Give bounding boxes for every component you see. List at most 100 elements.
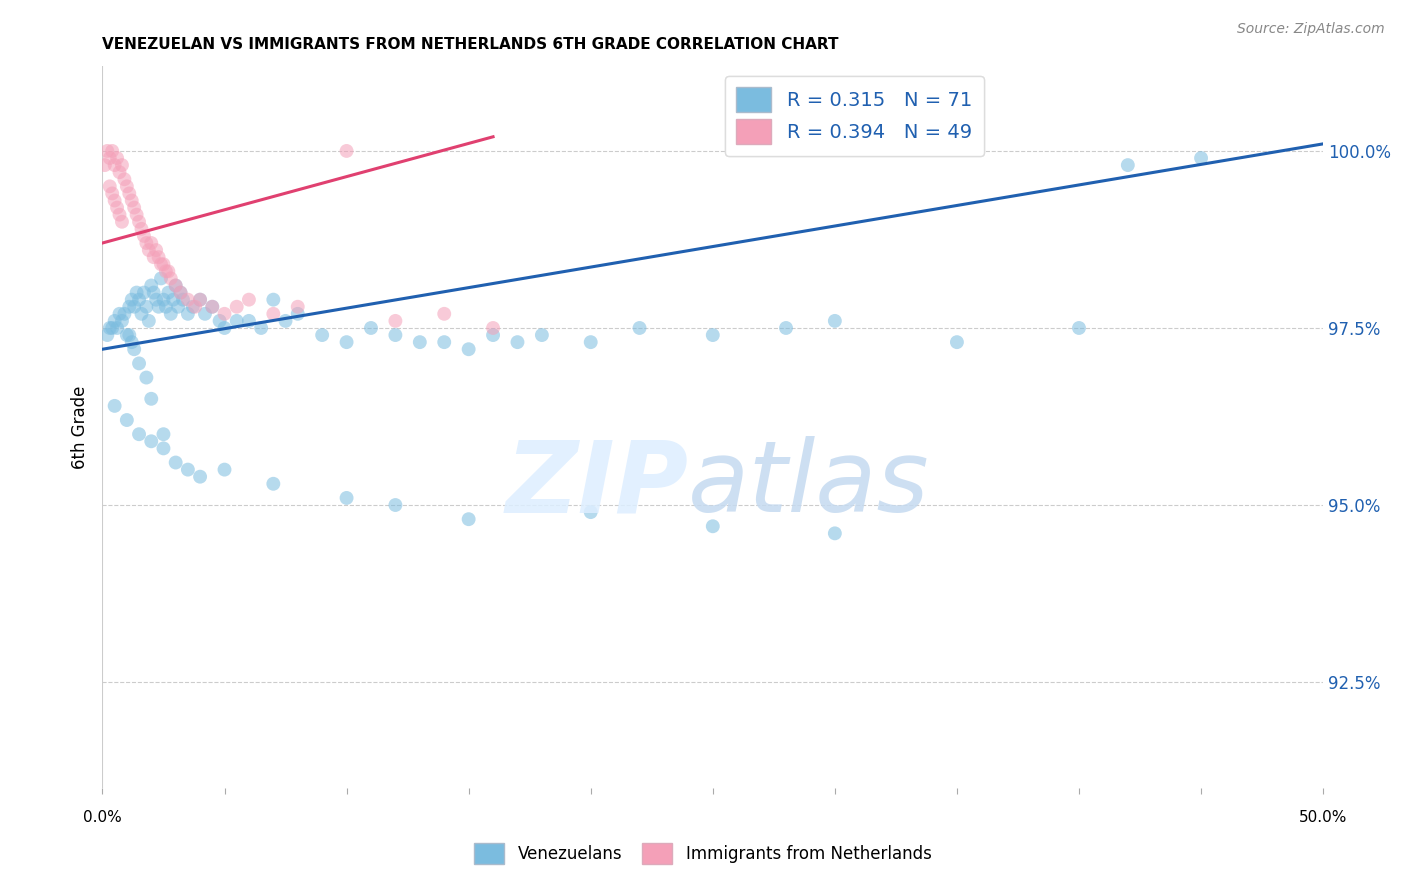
Point — [214, 462, 236, 476]
Point — [121, 293, 143, 307]
Point — [145, 293, 167, 307]
Legend: R = 0.315   N = 71, R = 0.394   N = 49: R = 0.315 N = 71, R = 0.394 N = 49 — [724, 76, 984, 156]
Point — [360, 321, 382, 335]
Point — [194, 307, 217, 321]
Point — [159, 307, 181, 321]
Point — [628, 321, 651, 335]
Point — [287, 307, 309, 321]
Point — [1067, 321, 1090, 335]
Point — [150, 271, 173, 285]
Point — [177, 293, 200, 307]
Point — [287, 300, 309, 314]
Point — [115, 328, 138, 343]
Point — [152, 293, 174, 307]
Point — [384, 328, 406, 343]
Point — [98, 151, 121, 165]
Point — [132, 285, 155, 300]
Point — [433, 335, 456, 350]
Point — [131, 222, 153, 236]
Point — [201, 300, 224, 314]
Point — [482, 321, 505, 335]
Point — [152, 257, 174, 271]
Point — [1116, 158, 1139, 172]
Point — [104, 399, 127, 413]
Point — [98, 321, 121, 335]
Point — [262, 307, 284, 321]
Point — [169, 285, 191, 300]
Point — [96, 144, 118, 158]
Point — [112, 172, 135, 186]
Point — [104, 194, 127, 208]
Point — [506, 335, 529, 350]
Point — [165, 278, 187, 293]
Point — [142, 285, 165, 300]
Point — [132, 228, 155, 243]
Point — [115, 179, 138, 194]
Point — [101, 321, 124, 335]
Point — [165, 278, 187, 293]
Point — [111, 215, 134, 229]
Point — [824, 314, 846, 328]
Point — [112, 307, 135, 321]
Text: 50.0%: 50.0% — [1299, 810, 1347, 824]
Point — [105, 321, 128, 335]
Point — [165, 456, 187, 470]
Point — [167, 300, 190, 314]
Point — [118, 186, 141, 201]
Point — [157, 285, 180, 300]
Point — [335, 491, 357, 505]
Point — [1189, 151, 1212, 165]
Point — [101, 186, 124, 201]
Point — [579, 335, 602, 350]
Text: VENEZUELAN VS IMMIGRANTS FROM NETHERLANDS 6TH GRADE CORRELATION CHART: VENEZUELAN VS IMMIGRANTS FROM NETHERLAND… — [103, 37, 839, 53]
Point — [172, 293, 194, 307]
Point — [188, 293, 211, 307]
Point — [188, 293, 211, 307]
Point — [138, 243, 160, 257]
Point — [177, 462, 200, 476]
Point — [579, 505, 602, 519]
Point — [122, 300, 145, 314]
Point — [188, 469, 211, 483]
Point — [128, 356, 150, 370]
Point — [108, 165, 131, 179]
Point — [122, 343, 145, 357]
Point — [141, 235, 163, 250]
Point — [111, 314, 134, 328]
Point — [155, 264, 177, 278]
Point — [457, 343, 479, 357]
Point — [214, 321, 236, 335]
Text: 0.0%: 0.0% — [83, 810, 122, 824]
Point — [433, 307, 456, 321]
Point — [131, 307, 153, 321]
Point — [135, 300, 157, 314]
Point — [148, 250, 170, 264]
Text: Source: ZipAtlas.com: Source: ZipAtlas.com — [1237, 22, 1385, 37]
Point — [169, 285, 191, 300]
Point — [159, 271, 181, 285]
Point — [384, 498, 406, 512]
Point — [101, 144, 124, 158]
Point — [208, 314, 231, 328]
Point — [148, 300, 170, 314]
Point — [104, 314, 127, 328]
Point — [184, 300, 207, 314]
Point — [94, 158, 117, 172]
Point — [122, 201, 145, 215]
Point — [702, 519, 724, 533]
Text: atlas: atlas — [689, 436, 929, 533]
Point — [177, 307, 200, 321]
Legend: Venezuelans, Immigrants from Netherlands: Venezuelans, Immigrants from Netherlands — [468, 837, 938, 871]
Point — [262, 293, 284, 307]
Point — [141, 434, 163, 449]
Point — [125, 285, 148, 300]
Point — [152, 442, 174, 456]
Point — [96, 328, 118, 343]
Point — [121, 335, 143, 350]
Point — [138, 314, 160, 328]
Point — [250, 321, 273, 335]
Point — [128, 427, 150, 442]
Point — [238, 293, 260, 307]
Point — [142, 250, 165, 264]
Point — [824, 526, 846, 541]
